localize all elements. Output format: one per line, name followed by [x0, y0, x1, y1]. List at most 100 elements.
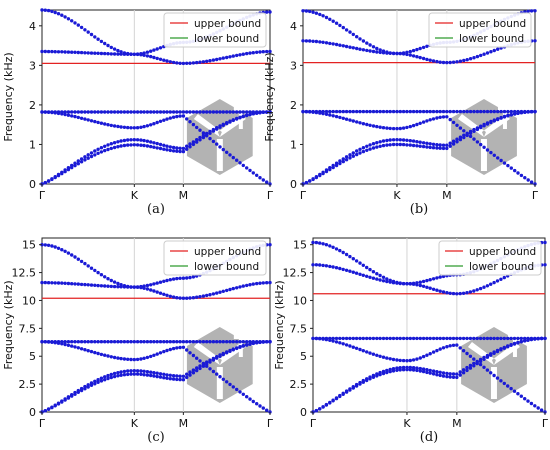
band-5-point — [175, 61, 179, 65]
band-6-point — [411, 281, 416, 285]
band-4-point — [341, 336, 345, 341]
band-2-point — [355, 149, 359, 153]
band-1-point — [106, 147, 110, 152]
band-2-point — [421, 141, 426, 145]
band-3-point — [445, 345, 449, 349]
band-2-point — [119, 139, 123, 143]
band-6-point — [122, 51, 127, 55]
band-2-point — [411, 366, 416, 370]
band-2-point — [132, 138, 136, 142]
band-2-point — [181, 146, 186, 151]
panel-caption: (b) — [410, 202, 428, 217]
band-4-point — [119, 110, 123, 114]
band-1-point — [165, 148, 169, 152]
band-3-point — [385, 356, 389, 360]
band-4-point — [191, 110, 196, 114]
band-2-point — [321, 405, 325, 409]
panel-d: 0 2.5 5 7.5 10 12.5 15 Γ K M Γ Frequency (kHz) upper… — [273, 237, 549, 445]
band-5-point — [472, 56, 476, 60]
band-4-point — [201, 340, 206, 344]
unit-cell-cut — [193, 342, 246, 400]
band-3-point — [139, 357, 143, 361]
band-4-point — [485, 336, 490, 341]
band-5-point — [215, 291, 219, 295]
band-2-point — [60, 170, 64, 174]
band-6-point — [93, 35, 97, 39]
band-3-point — [245, 166, 249, 170]
band-3-point — [225, 380, 229, 384]
y-tick-label: 12.5 — [12, 267, 37, 280]
band-3-point — [388, 126, 392, 131]
band-4-point — [492, 109, 496, 114]
band-4-point — [485, 109, 490, 114]
band-2-point — [478, 357, 483, 362]
band-3-point — [338, 341, 342, 345]
band-5-point — [73, 50, 77, 54]
band-4-point — [93, 110, 97, 114]
band-6-point — [50, 9, 54, 14]
band-6-point — [314, 240, 319, 245]
band-3-point — [205, 134, 209, 138]
band-4-point — [139, 340, 143, 344]
band-3-point — [415, 357, 419, 361]
band-5-point — [348, 45, 352, 49]
band-5-point — [168, 294, 172, 298]
band-4-point — [526, 109, 530, 114]
y-tick-label: 2.5 — [19, 378, 37, 391]
band-4-point — [66, 340, 71, 344]
band-1-point — [195, 368, 199, 373]
band-5-point — [344, 268, 349, 272]
band-4-point — [348, 109, 352, 114]
band-1-point — [395, 142, 399, 147]
band-3-point — [112, 355, 117, 360]
band-3-point — [109, 355, 114, 359]
y-tick-label: 15 — [22, 239, 36, 252]
band-4-point — [46, 110, 51, 114]
band-4-point — [435, 336, 439, 341]
band-2-point — [499, 347, 503, 351]
band-4-point — [86, 110, 90, 114]
band-6-point — [79, 259, 84, 264]
band-4-point — [248, 340, 252, 344]
band-4-point — [361, 336, 365, 341]
band-6-point — [401, 281, 406, 286]
band-3-point — [489, 150, 493, 155]
band-4-point — [482, 109, 486, 114]
band-6-point — [60, 13, 64, 17]
band-1-point — [445, 146, 449, 151]
band-3-point — [181, 114, 186, 118]
band-4-point — [149, 110, 153, 114]
band-2-point — [445, 371, 449, 376]
band-6-point — [378, 48, 382, 52]
band-4-point — [218, 110, 222, 114]
band-1-point — [126, 143, 130, 147]
band-5-point — [116, 52, 120, 56]
band-6-point — [86, 30, 90, 34]
band-5-point — [301, 39, 305, 43]
band-1-point — [458, 137, 463, 142]
band-4-point — [158, 340, 163, 344]
band-5-point — [338, 43, 342, 47]
band-2-point — [401, 138, 406, 142]
band-2-point — [371, 373, 376, 378]
band-2-point — [482, 122, 486, 127]
band-5-point — [485, 51, 490, 55]
band-2-point — [448, 141, 452, 145]
band-3-point — [122, 125, 127, 129]
band-5-series — [311, 263, 547, 296]
band-1-point — [421, 144, 426, 149]
band-6-point — [175, 276, 179, 281]
band-6-point — [265, 10, 269, 14]
band-3-series — [301, 109, 537, 186]
band-6-point — [73, 21, 77, 25]
band-1-point — [168, 377, 172, 381]
band-2-point — [506, 113, 510, 118]
band-4-point — [506, 336, 510, 341]
band-6-point — [106, 277, 110, 281]
band-2-point — [86, 383, 90, 387]
band-5-point — [50, 281, 54, 285]
band-3-point — [149, 123, 153, 127]
band-3-point — [195, 356, 199, 360]
band-2-point — [304, 180, 309, 185]
band-2-point — [324, 402, 329, 407]
